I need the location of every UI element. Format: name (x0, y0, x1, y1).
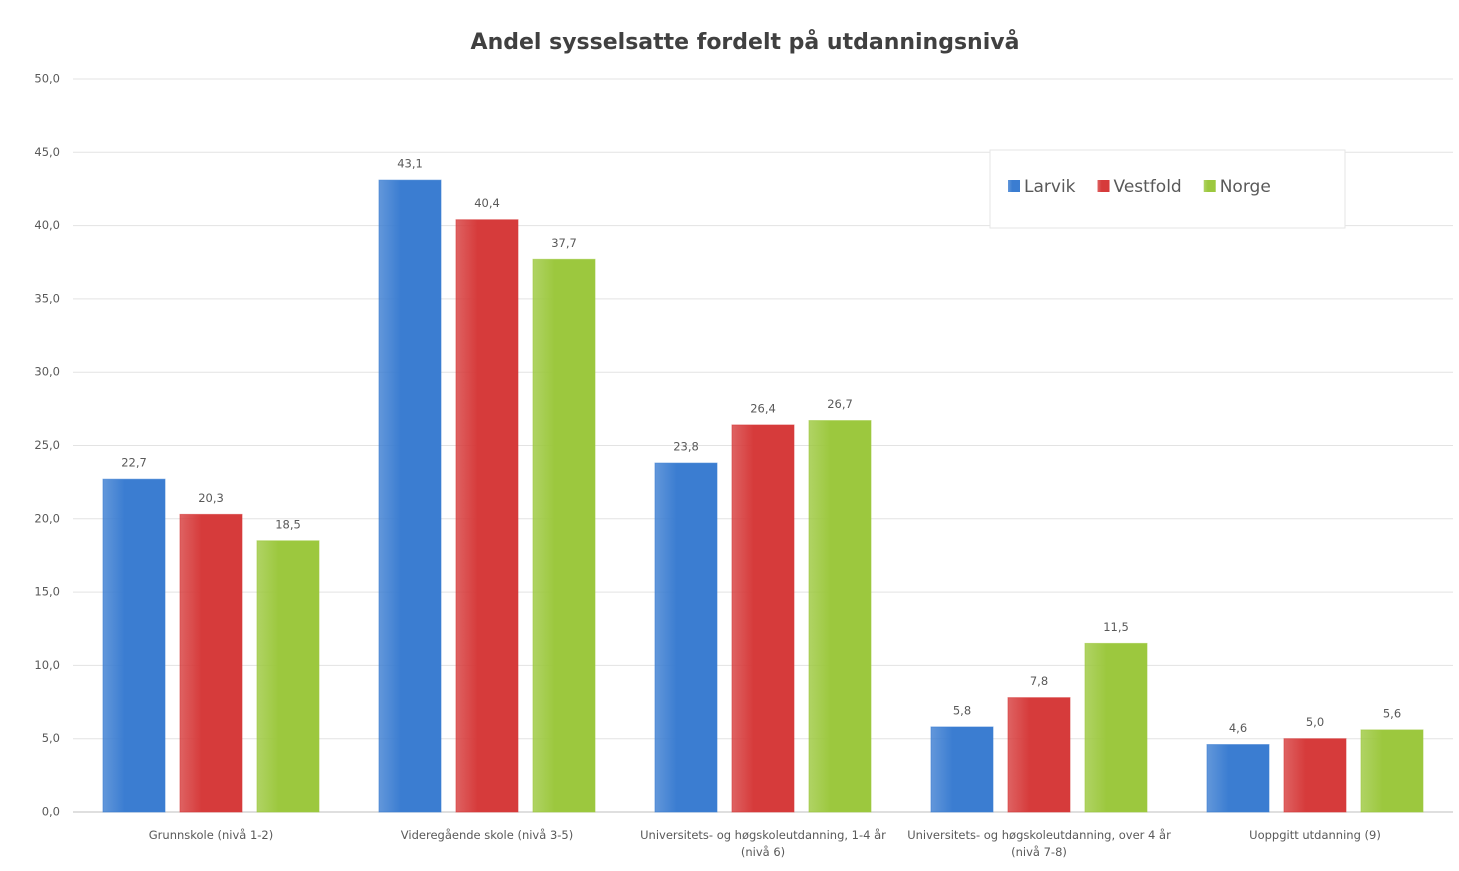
data-label: 5,6 (1383, 706, 1401, 720)
bar (654, 462, 718, 813)
x-tick-label: Grunnskole (nivå 1-2) (148, 828, 274, 842)
x-tick-label: Uoppgitt utdanning (9) (1249, 828, 1381, 842)
bar (1084, 642, 1148, 813)
y-tick-label: 45,0 (34, 145, 60, 159)
bar (532, 258, 596, 813)
chart-title: Andel sysselsatte fordelt på utdanningsn… (471, 29, 1020, 55)
bar (1007, 697, 1071, 813)
legend-swatch (1008, 180, 1020, 192)
data-label: 40,4 (474, 196, 500, 210)
legend-label: Larvik (1024, 177, 1076, 197)
bar (455, 219, 519, 813)
data-label: 4,6 (1229, 721, 1247, 735)
x-tick-label: Universitets- og høgskoleutdanning, 1-4 … (640, 828, 886, 859)
bar (378, 179, 442, 813)
bar (1360, 729, 1424, 813)
legend-label: Vestfold (1114, 177, 1182, 197)
y-tick-label: 30,0 (34, 365, 60, 379)
y-tick-label: 35,0 (34, 291, 60, 305)
data-label: 20,3 (198, 491, 224, 505)
data-label: 7,8 (1030, 674, 1048, 688)
y-tick-label: 5,0 (42, 731, 60, 745)
bar (731, 424, 795, 813)
data-label: 26,7 (827, 397, 853, 411)
data-label: 11,5 (1103, 620, 1129, 634)
bar (179, 513, 243, 813)
y-tick-label: 40,0 (34, 218, 60, 232)
data-label: 43,1 (397, 157, 423, 171)
bar (1206, 744, 1270, 813)
legend-box (989, 149, 1346, 229)
data-label: 26,4 (750, 401, 776, 415)
bar (808, 420, 872, 813)
data-label: 37,7 (551, 236, 577, 250)
bar (102, 478, 166, 813)
data-label: 23,8 (673, 440, 699, 454)
y-tick-label: 10,0 (34, 658, 60, 672)
data-label: 5,0 (1306, 715, 1324, 729)
data-label: 5,8 (953, 703, 971, 717)
y-tick-label: 25,0 (34, 438, 60, 452)
legend-swatch (1097, 180, 1110, 192)
y-tick-label: 0,0 (42, 805, 60, 819)
x-tick-label: Universitets- og høgskoleutdanning, over… (907, 828, 1171, 859)
y-tick-label: 50,0 (34, 72, 60, 86)
legend-label: Norge (1220, 177, 1271, 197)
bar (1283, 738, 1347, 813)
legend-swatch (1203, 180, 1216, 192)
bar (256, 540, 320, 813)
data-label: 18,5 (275, 517, 301, 531)
y-tick-label: 15,0 (34, 585, 60, 599)
x-tick-label: Videregående skole (nivå 3-5) (400, 828, 574, 842)
data-label: 22,7 (121, 456, 147, 470)
y-tick-label: 20,0 (34, 511, 60, 525)
bar (930, 726, 994, 813)
